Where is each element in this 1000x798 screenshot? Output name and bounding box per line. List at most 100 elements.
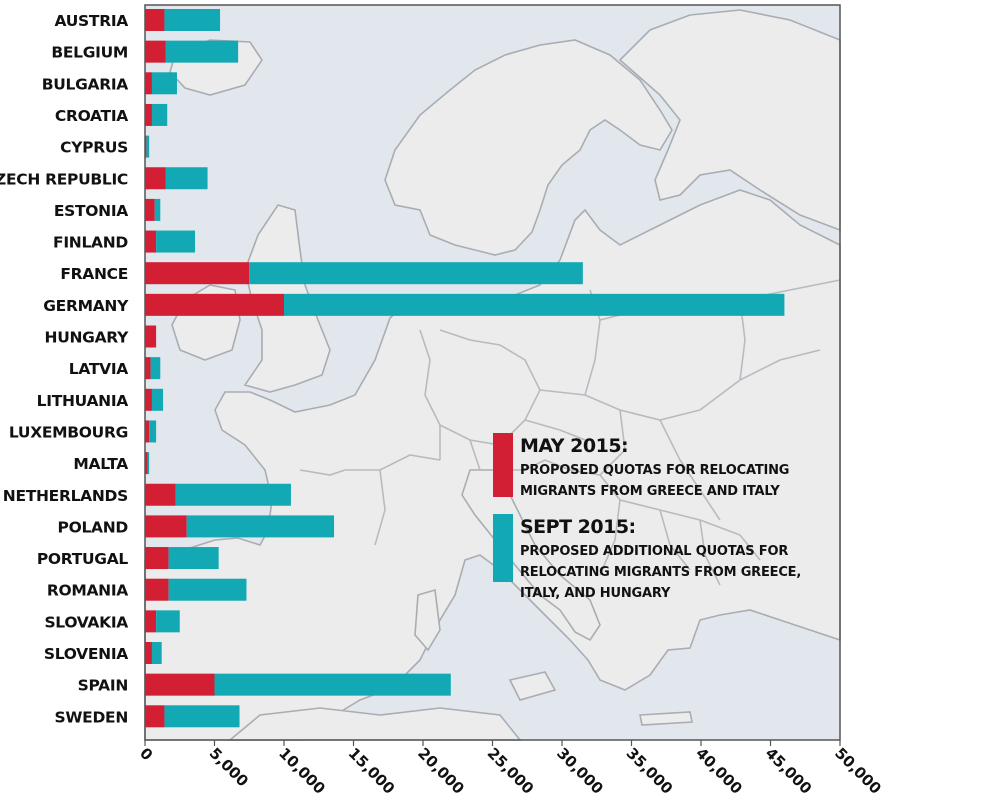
legend-desc-sept-line2: RELOCATING MIGRANTS FROM GREECE, — [520, 565, 801, 580]
bar-estonia-sept — [154, 198, 161, 221]
map-land-scandinavia — [384, 39, 673, 256]
bar-netherlands-may — [145, 483, 176, 506]
legend-desc-may-line2: MIGRANTS FROM GREECE AND ITALY — [520, 484, 780, 499]
x-tick-label: 50,000 — [831, 744, 885, 798]
bar-netherlands-sept — [175, 483, 291, 506]
bar-romania-sept — [168, 578, 247, 601]
bar-belgium-may — [145, 40, 166, 63]
bars-layer — [145, 9, 785, 728]
legend-desc-sept-line3: ITALY, AND HUNGARY — [520, 586, 671, 601]
legend: MAY 2015: PROPOSED QUOTAS FOR RELOCATING… — [493, 433, 801, 601]
category-label-romania: ROMANIA — [47, 582, 128, 600]
category-label-austria: AUSTRIA — [55, 12, 129, 30]
legend-swatch-sept — [493, 514, 513, 582]
category-label-bulgaria: BULGARIA — [42, 75, 129, 93]
bar-lithuania-sept — [151, 388, 164, 411]
bar-slovakia-sept — [156, 610, 180, 633]
bar-luxembourg-may — [145, 420, 150, 443]
bar-lithuania-may — [145, 388, 152, 411]
bar-austria-may — [145, 9, 165, 31]
bar-croatia-may — [145, 103, 152, 126]
category-labels: AUSTRIA BELGIUM BULGARIA CROATIA CYPRUS CZECH… — [0, 12, 129, 726]
bar-portugal-sept — [168, 547, 219, 570]
category-label-portugal: PORTUGAL — [37, 550, 129, 568]
x-tick-label: 0 — [136, 744, 156, 764]
x-tick-label: 25,000 — [484, 744, 538, 798]
bar-czech-republic-sept — [165, 167, 208, 190]
category-label-cyprus: CYPRUS — [60, 139, 128, 157]
category-label-netherlands: NETHERLANDS — [3, 487, 128, 505]
category-label-poland: POLAND — [58, 518, 129, 536]
map-land-sicily — [508, 671, 557, 701]
bar-estonia-may — [145, 198, 155, 221]
bar-cyprus-may — [145, 135, 147, 158]
bar-slovakia-may — [145, 610, 157, 633]
bar-bulgaria-sept — [151, 72, 177, 95]
category-label-slovakia: SLOVAKIA — [44, 613, 128, 631]
bar-germany-sept — [284, 293, 785, 316]
map-land-africa — [227, 707, 522, 741]
x-tick-label: 30,000 — [553, 744, 607, 798]
x-tick-label: 20,000 — [414, 744, 468, 798]
bar-sweden-may — [145, 705, 165, 728]
x-axis: 0 5,000 10,000 15,000 20,000 25,000 30,000 35,0… — [136, 740, 885, 798]
bar-croatia-sept — [151, 103, 168, 126]
map-land-italy — [461, 469, 601, 642]
legend-swatch-may — [493, 433, 513, 497]
bar-france-may — [145, 262, 250, 285]
bar-portugal-may — [145, 547, 169, 570]
x-tick-label: 10,000 — [275, 744, 329, 798]
bar-cyprus-sept — [146, 135, 150, 158]
bar-france-sept — [249, 262, 583, 285]
category-label-latvia: LATVIA — [69, 360, 129, 378]
x-tick-label: 40,000 — [692, 744, 746, 798]
map-land-finland — [618, 9, 841, 232]
bar-finland-sept — [156, 230, 196, 253]
legend-title-may: MAY 2015: — [520, 435, 628, 457]
bar-malta-sept — [147, 452, 150, 475]
bar-austria-sept — [164, 9, 221, 31]
bar-slovenia-may — [145, 642, 152, 664]
bar-sweden-sept — [164, 705, 240, 728]
x-tick-label: 5,000 — [206, 744, 252, 790]
category-label-spain: SPAIN — [78, 677, 128, 695]
map-land-sardinia — [414, 588, 441, 652]
category-label-slovenia: SLOVENIA — [44, 645, 128, 663]
bar-romania-may — [145, 578, 169, 601]
x-tick-label: 35,000 — [623, 744, 677, 798]
category-label-malta: MALTA — [73, 455, 128, 473]
bar-spain-sept — [214, 673, 451, 696]
category-label-hungary: HUNGARY — [45, 329, 130, 347]
bar-malta-may — [145, 452, 148, 475]
legend-desc-sept-line1: PROPOSED ADDITIONAL QUOTAS FOR — [520, 544, 788, 559]
category-label-lithuania: LITHUANIA — [37, 392, 129, 410]
bar-poland-sept — [186, 515, 335, 538]
category-label-germany: GERMANY — [43, 297, 129, 315]
x-tick-label: 45,000 — [762, 744, 816, 798]
category-label-luxembourg: LUXEMBOURG — [9, 423, 128, 441]
category-label-belgium: BELGIUM — [51, 44, 128, 62]
category-label-france: FRANCE — [60, 265, 128, 283]
bar-latvia-may — [145, 357, 151, 380]
bar-belgium-sept — [165, 40, 239, 63]
europe-map-background — [144, 5, 841, 741]
category-label-sweden: SWEDEN — [55, 708, 128, 726]
bar-germany-may — [145, 293, 284, 316]
bar-hungary-may — [145, 325, 157, 348]
legend-title-sept: SEPT 2015: — [520, 516, 636, 538]
bar-slovenia-sept — [151, 642, 162, 664]
x-tick-label: 15,000 — [345, 744, 399, 798]
category-label-finland: FINLAND — [53, 234, 128, 252]
bar-latvia-sept — [150, 357, 161, 380]
legend-desc-may-line1: PROPOSED QUOTAS FOR RELOCATING — [520, 463, 789, 478]
map-land-crete — [639, 711, 693, 726]
category-label-czech-republic: CZECH REPUBLIC — [0, 170, 128, 188]
bar-finland-may — [145, 230, 157, 253]
bar-poland-may — [145, 515, 187, 538]
bar-luxembourg-sept — [149, 420, 157, 443]
bar-czech-republic-may — [145, 167, 166, 190]
category-label-croatia: CROATIA — [55, 107, 128, 125]
bar-bulgaria-may — [145, 72, 152, 95]
category-label-estonia: ESTONIA — [54, 202, 128, 220]
